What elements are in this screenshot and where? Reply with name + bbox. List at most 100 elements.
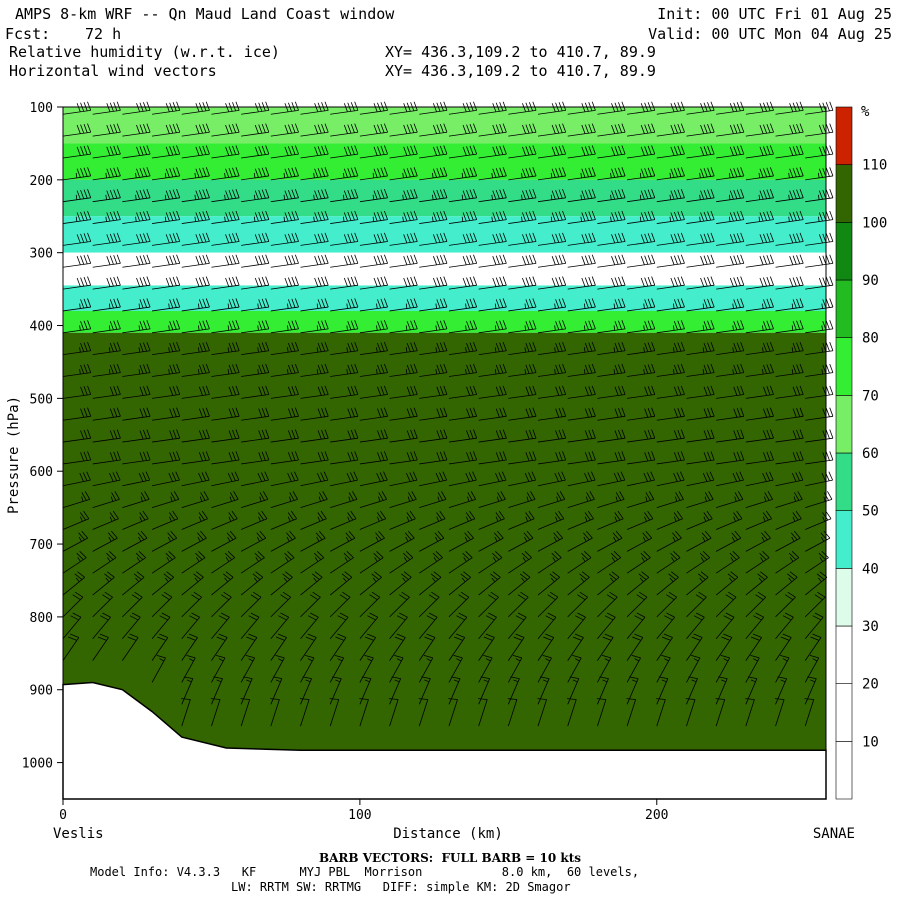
wind-barb-flag [700, 557, 705, 562]
wind-barb [300, 437, 329, 443]
wind-barb [508, 241, 537, 246]
wind-barb-flag [254, 146, 259, 156]
wind-barb-flag [203, 491, 209, 500]
wind-barb [805, 372, 834, 377]
wind-barb-flag [413, 298, 418, 308]
wind-barb-flag [591, 385, 596, 395]
wind-barb-flag [532, 254, 537, 264]
wind-barb-flag [377, 452, 382, 462]
wind-barb-flag [146, 189, 151, 198]
wind-barb-flag [245, 654, 255, 659]
colorbar-unit: % [861, 104, 870, 120]
wind-barb-flag [466, 386, 471, 396]
wind-barb-flag [354, 101, 359, 111]
wind-barb [805, 153, 834, 159]
wind-barb-flag [146, 167, 151, 177]
wind-barb-flag [588, 276, 593, 286]
wind-barb [270, 596, 292, 618]
wind-barb-flag [528, 342, 533, 352]
wind-barb-flag [137, 532, 145, 541]
wind-barb [745, 306, 774, 312]
wind-barb-flag [524, 472, 530, 482]
wind-barb-flag [143, 320, 148, 330]
wind-barb-flag [702, 472, 708, 482]
wind-barb-flag [466, 277, 471, 287]
wind-barb [359, 394, 388, 399]
wind-barb [745, 415, 774, 421]
wind-barb-flag [232, 145, 237, 155]
wind-barb-flag [700, 168, 705, 178]
wind-barb [478, 459, 507, 465]
wind-barb-flag [558, 451, 563, 461]
wind-barb-flag [473, 451, 478, 461]
wind-barb-flag [822, 146, 827, 156]
wind-barb-flag [373, 552, 381, 560]
wind-barb-flag [346, 325, 348, 331]
wind-barb-flag [502, 101, 507, 111]
wind-barb-flag [280, 594, 289, 601]
wind-barb [419, 479, 447, 487]
wind-barb [241, 372, 269, 377]
colorbar-tick-label: 60 [862, 446, 879, 462]
wind-barb-flag [443, 101, 448, 111]
wind-barb [686, 284, 715, 290]
wind-barb-flag [291, 364, 296, 374]
wind-barb-flag [80, 124, 85, 134]
wind-barb-flag [403, 190, 408, 200]
wind-barb-flag [379, 472, 385, 481]
wind-barb [300, 372, 329, 377]
wind-barb-flag [758, 194, 761, 200]
wind-barb-flag [378, 496, 381, 502]
wind-barb-flag [224, 577, 229, 583]
wind-barb [300, 262, 329, 268]
wind-barb [656, 678, 669, 705]
wind-barb-flag [644, 342, 649, 352]
wind-barb [656, 479, 685, 487]
wind-barb-flag [97, 636, 107, 641]
wind-barb [330, 284, 358, 290]
wind-barb-flag [703, 189, 708, 199]
wind-barb-flag [494, 369, 497, 375]
wind-barb-flag [584, 408, 589, 418]
wind-barb-flag [555, 342, 560, 352]
wind-barb-flag [703, 430, 708, 440]
xy-endpoints-1: XY= 436.3,109.2 to 410.7, 89.9 [385, 43, 656, 61]
wind-barb-flag [522, 212, 527, 222]
wind-barb [567, 415, 596, 421]
wind-barb-flag [259, 492, 265, 501]
wind-barb-flag [402, 194, 404, 200]
wind-barb-flag [354, 232, 359, 242]
wind-barb-flag [818, 234, 823, 244]
wind-barb [537, 537, 563, 552]
wind-barb-flag [766, 189, 771, 199]
wind-barb [62, 109, 91, 115]
wind-barb-flag [825, 429, 830, 439]
wind-barb-flag [104, 573, 112, 580]
wind-barb [567, 678, 580, 705]
wind-barb-flag [350, 276, 355, 286]
wind-barb-flag [380, 145, 385, 155]
wind-barb [656, 262, 685, 268]
wind-barb-flag [443, 429, 448, 439]
wind-barb-flag [317, 516, 321, 522]
wind-barb [389, 394, 418, 399]
wind-barb-flag [677, 211, 682, 221]
wind-barb-flag [670, 256, 675, 265]
wind-barb-flag [703, 386, 708, 396]
wind-barb-flag [317, 233, 322, 243]
wind-barb [567, 459, 596, 465]
wind-barb-flag [664, 658, 669, 662]
wind-barb-flag [198, 386, 203, 396]
wind-barb [270, 437, 299, 443]
wind-barb-flag [321, 364, 326, 374]
wind-barb-flag [789, 277, 794, 287]
wind-barb-flag [377, 299, 382, 309]
wind-barb-flag [703, 408, 708, 418]
wind-barb [478, 372, 507, 377]
wind-barb-flag [612, 532, 620, 541]
wind-barb-flag [79, 550, 87, 558]
wind-barb [716, 372, 744, 377]
wind-barb-flag [87, 167, 92, 177]
wind-barb-flag [558, 510, 565, 519]
wind-barb-flag [461, 172, 464, 178]
